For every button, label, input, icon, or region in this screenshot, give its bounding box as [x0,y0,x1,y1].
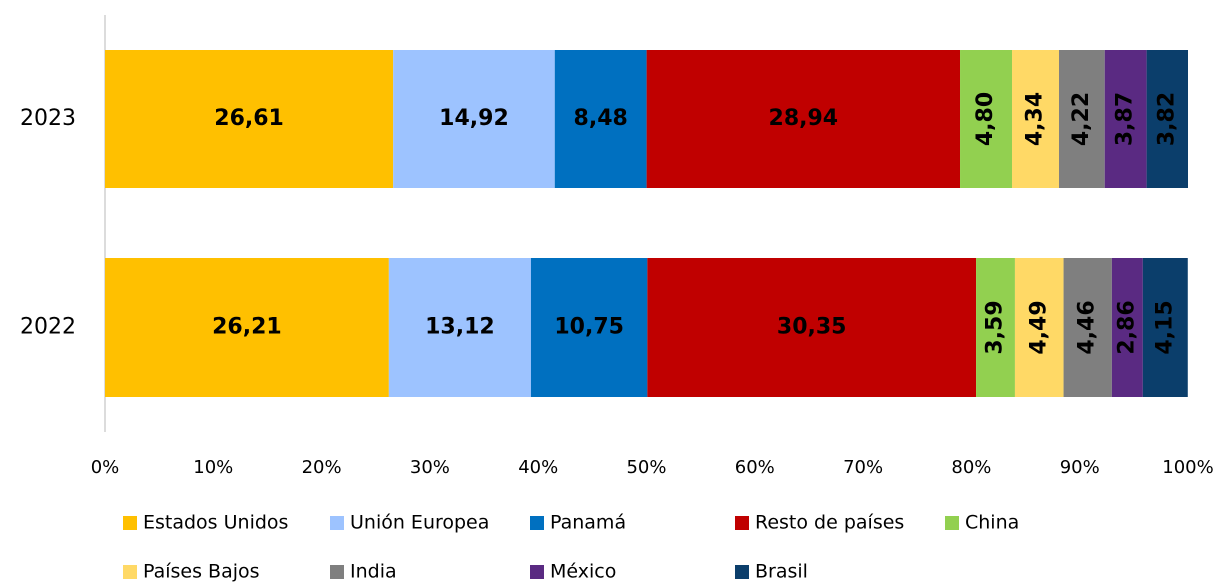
x-tick-label: 80% [951,457,991,478]
x-tick-label: 70% [843,457,883,478]
legend-swatch [123,565,137,579]
legend-swatch [123,516,137,530]
legend-label: Panamá [550,512,626,534]
legend-label: Países Bajos [143,561,260,583]
bar-segment [105,50,394,188]
x-tick-label: 100% [1162,457,1213,478]
data-label: 26,61 [214,106,284,131]
bar-segment [1014,258,1064,397]
legend-swatch [530,565,544,579]
data-label: 3,87 [1113,92,1138,146]
legend-label: China [965,512,1019,534]
data-label: 4,15 [1152,300,1177,354]
bar-segment [960,50,1013,188]
y-tick-label: 2022 [20,315,76,340]
x-tick-label: 0% [91,457,120,478]
data-label: 3,82 [1154,92,1179,146]
data-label: 13,12 [425,315,495,340]
x-tick-label: 60% [735,457,775,478]
legend-swatch [735,565,749,579]
data-label: 14,92 [439,106,509,131]
bar-segment [646,50,961,188]
bar-segment [1063,258,1112,397]
data-label: 4,46 [1075,300,1100,354]
legend-swatch [735,516,749,530]
data-label: 4,49 [1026,300,1051,354]
legend-swatch [330,565,344,579]
bar-segment [647,258,977,397]
legend-label: India [350,561,397,583]
x-tick-label: 30% [410,457,450,478]
bar-segment [1146,50,1188,188]
bar-segment [1111,258,1143,397]
y-tick-label: 2023 [20,106,76,131]
data-label: 2,86 [1114,300,1139,354]
legend-label: Unión Europea [350,512,489,534]
x-tick-label: 20% [302,457,342,478]
legend-label: Resto de países [755,512,904,534]
bar-segment [1104,50,1147,188]
x-tick-label: 40% [518,457,558,478]
bar-segment [393,50,555,188]
legend-swatch [330,516,344,530]
data-label: 4,80 [973,92,998,146]
x-tick-label: 10% [193,457,233,478]
data-label: 4,22 [1069,92,1094,146]
bar-segment [388,258,531,397]
legend-label: México [550,561,616,583]
legend-swatch [945,516,959,530]
data-label: 26,21 [212,315,282,340]
legend-label: Estados Unidos [143,512,288,534]
bar-segment [554,50,647,188]
x-tick-label: 90% [1060,457,1100,478]
bar-segment [1059,50,1105,188]
x-tick-label: 50% [626,457,666,478]
data-label: 3,59 [982,300,1007,354]
bar-segment [1012,50,1060,188]
data-label: 30,35 [777,315,847,340]
data-label: 10,75 [554,315,624,340]
bar-segment [1142,258,1188,397]
legend-label: Brasil [755,561,808,583]
data-label: 8,48 [574,106,628,131]
bar-segment [105,258,389,397]
data-label: 4,34 [1023,92,1048,146]
data-label: 28,94 [769,106,839,131]
bar-segment [530,258,648,397]
bar-segment [976,258,1015,397]
legend-swatch [530,516,544,530]
